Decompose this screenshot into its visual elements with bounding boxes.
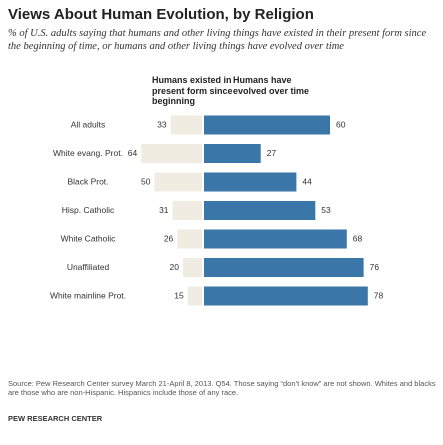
chart-title: Views About Human Evolution, by Religion [8,6,314,23]
bar [204,201,316,220]
chart-subtitle: % of U.S. adults saying that humans and … [8,28,427,52]
value-label: 26 [164,233,174,243]
value-label: 53 [321,205,331,215]
bar [204,172,297,192]
bar [187,286,202,306]
value-label: 76 [370,262,380,272]
bar [204,229,347,249]
value-label: 78 [374,290,384,300]
value-label: 33 [157,119,167,129]
value-label: 15 [174,290,184,300]
row-label: White mainline Prot. [50,290,126,300]
legend-entry: Humans have evolved over time [233,75,310,96]
credit: PEW RESEARCH CENTER [8,414,103,423]
row-label: Black Prot. [67,176,108,186]
value-label: 27 [267,148,277,158]
bar [154,172,202,192]
bar [204,258,364,277]
bar [172,201,202,220]
value-label: 60 [336,119,346,129]
value-label: 68 [353,233,363,243]
bar [204,286,368,306]
row-label: White Catholic [61,233,117,243]
legend-entry: Humans existed in present form since beg… [152,75,233,106]
value-label: 20 [170,262,180,272]
value-label: 31 [159,205,169,215]
bar [204,144,261,163]
row-label: All adults [71,119,106,129]
row-label: White evang. Prot. [53,148,123,158]
bar [183,258,202,277]
bar [170,115,202,135]
bar [141,144,202,163]
bar [177,229,202,249]
value-label: 64 [128,148,138,158]
bar [204,115,330,135]
value-label: 44 [302,176,312,186]
value-label: 50 [141,176,151,186]
source-note: Source: Pew Research Center survey March… [8,379,436,397]
row-label: Hisp. Catholic [62,205,115,215]
row-label: Unaffiliated [67,262,110,272]
